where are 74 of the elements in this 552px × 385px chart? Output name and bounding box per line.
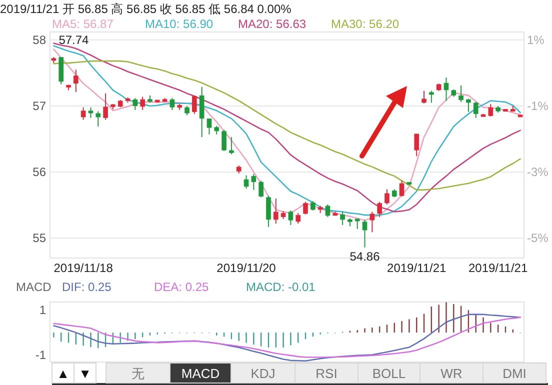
candlestick [377,201,382,218]
candlestick [458,85,464,103]
candlestick [206,118,212,135]
text: ▼ [78,366,92,381]
y2-tick-label: -5% [527,231,549,246]
candlestick [422,90,426,104]
line-series [53,60,521,191]
x-tick-label: 2019/11/18 [54,261,114,275]
x-tick-label: 2019/11/21 [468,261,528,275]
annotation: 54.86 [350,249,380,264]
candlestick [303,201,308,215]
candlestick [170,98,175,110]
candlestick [444,77,449,102]
series-label: MA5: 56.87 [52,17,114,31]
candlestick [140,96,145,110]
candlestick [103,92,108,120]
text: DMI [502,366,526,381]
y-tick-label: 58 [32,32,46,47]
candlestick [288,210,294,226]
y-tick-label: 57 [32,99,46,114]
candlestick [80,106,86,120]
candlestick [88,106,94,118]
candlestick [199,86,204,138]
candlestick [229,136,234,155]
candlestick [296,212,301,224]
candlestick [258,180,264,198]
candlestick [273,198,278,224]
candlestick [414,133,420,157]
text: KDJ [250,366,276,381]
candlestick [354,218,360,230]
candlestick [362,219,368,248]
text: MACD [181,366,220,381]
annotation: 57.74 [58,33,90,48]
text: DEA: 0.25 [154,280,210,294]
candlestick [244,174,249,190]
candlestick [488,104,494,118]
x-tick-label: 2019/11/20 [216,261,276,275]
candlestick [310,200,316,211]
candlestick [399,180,404,198]
candlestick [132,98,138,110]
candlestick [473,102,478,118]
text: BOLL [372,366,406,381]
y2-tick-label: -1% [527,99,549,114]
y-tick-label: 55 [32,231,46,246]
text: MACD: -0.01 [246,280,316,294]
candlestick [325,204,330,218]
text: MA20: 56.63 [238,17,306,31]
text: 无 [132,366,144,381]
text: DIF: 0.25 [62,280,112,294]
candlestick [370,211,375,233]
text: MA30: 56.20 [331,17,400,31]
text: MA10: 56.90 [145,17,214,31]
candlestick [184,106,190,116]
text: ▲ [56,366,70,381]
y-tick-label: 1 [39,302,46,317]
candlestick [266,195,271,228]
chart-title: 2019/11/21 开 56.85 高 56.85 收 56.85 低 56.84 0.00% [0,2,292,16]
candlestick [222,129,226,152]
candlestick [192,94,197,114]
y-tick-label: -1 [35,348,46,362]
candlestick [384,188,390,205]
text: WR [440,366,462,381]
candlestick [96,110,101,127]
y-tick-label: 56 [32,165,46,180]
text: RSI [316,366,338,381]
candlestick [466,98,471,112]
y2-tick-label: 1% [527,32,545,47]
x-tick-label: 2019/11/21 [387,261,447,275]
candlestick [74,69,78,93]
candlestick [429,90,434,104]
candlestick [340,211,345,226]
chart-title: MACD [16,280,52,294]
candlestick [251,174,256,190]
y2-tick-label: -3% [527,165,549,180]
